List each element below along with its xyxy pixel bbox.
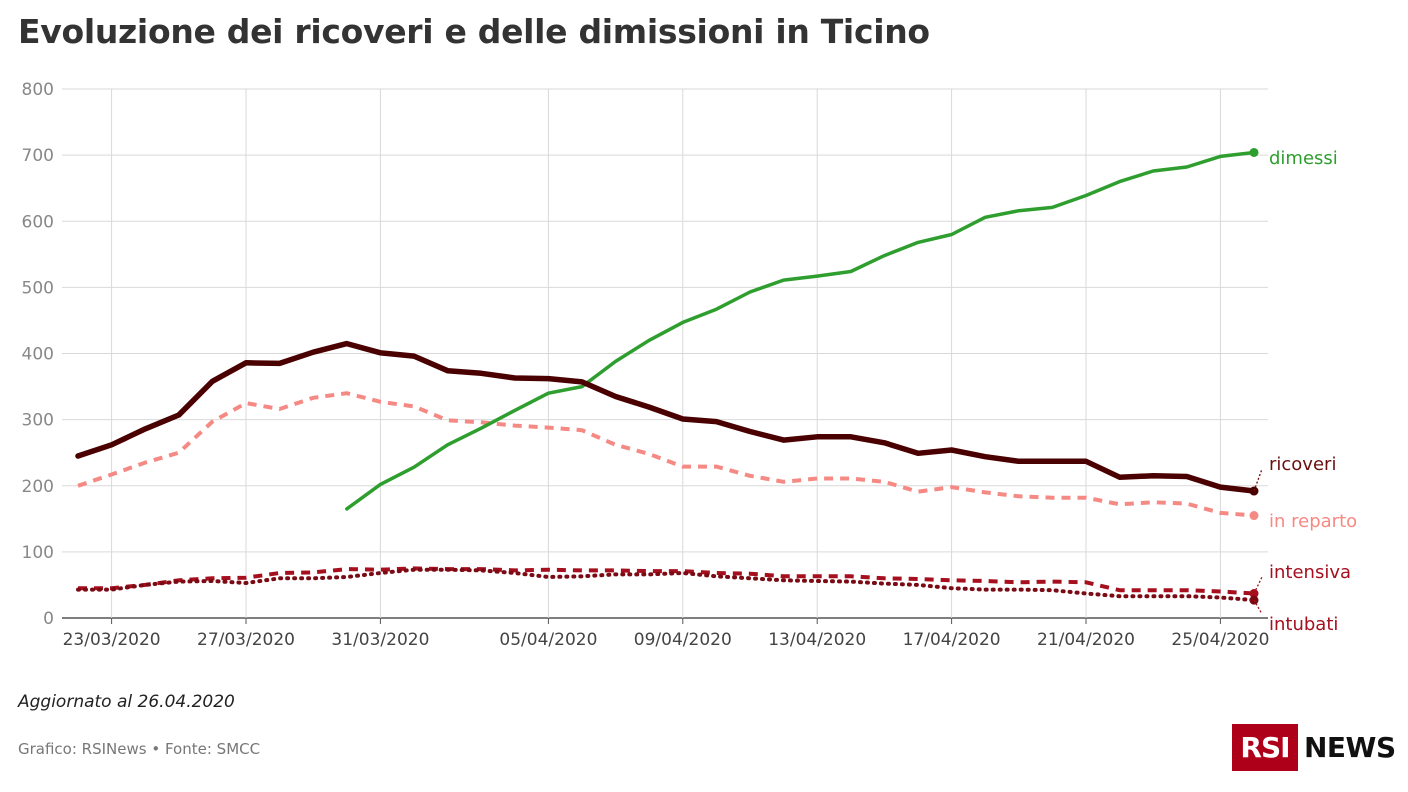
series-label-intensiva: intensiva [1269, 562, 1351, 583]
x-tick-label: 23/03/2020 [63, 630, 161, 650]
source-note: Grafico: RSINews • Fonte: SMCC [18, 740, 261, 758]
series-end-point [1249, 511, 1259, 521]
rsi-news-logo: RSI NEWS [1232, 724, 1396, 771]
y-tick-label: 300 [22, 411, 54, 431]
x-tick-label: 31/03/2020 [331, 630, 429, 650]
series-end-point [1249, 147, 1259, 157]
line-chart: 0 100 200 300 400 500 600 700 800 23/03/2020 27/0… [22, 80, 1358, 650]
series-label-intubati: intubati [1269, 614, 1338, 635]
y-tick-label: 500 [22, 278, 54, 298]
y-axis: 0 100 200 300 400 500 600 700 800 [22, 80, 54, 629]
x-tick-label: 21/04/2020 [1037, 630, 1135, 650]
x-tick-label: 13/04/2020 [768, 630, 866, 650]
series-line-dimessi [345, 150, 1256, 511]
y-tick-label: 600 [22, 212, 54, 232]
x-tick-label: 25/04/2020 [1171, 630, 1269, 650]
y-tick-label: 0 [43, 609, 54, 629]
y-tick-label: 800 [22, 80, 54, 100]
series-label-ricoveri: ricoveri [1269, 454, 1336, 475]
grid [62, 88, 1268, 619]
y-tick-label: 100 [22, 543, 54, 563]
news-logo-text: NEWS [1304, 731, 1396, 764]
y-tick-label: 700 [22, 146, 54, 166]
x-tick-label: 17/04/2020 [903, 630, 1001, 650]
label-leader-line [1253, 599, 1263, 615]
x-tick-label: 05/04/2020 [499, 630, 597, 650]
series-label-in-reparto: in reparto [1269, 511, 1357, 532]
series-label-dimessi: dimessi [1269, 148, 1338, 169]
chart-title: Evoluzione dei ricoveri e delle dimissio… [18, 12, 930, 51]
updated-note: Aggiornato al 26.04.2020 [18, 692, 235, 712]
x-tick-label: 09/04/2020 [634, 630, 732, 650]
y-tick-label: 200 [22, 477, 54, 497]
series-line-ricoveri [75, 340, 1257, 494]
series-lines [75, 147, 1259, 605]
label-leader-line [1253, 576, 1263, 594]
x-axis: 23/03/2020 27/03/2020 31/03/2020 05/04/2020… [63, 618, 1269, 650]
series-line-intensiva [78, 566, 1255, 596]
x-tick-label: 27/03/2020 [197, 630, 295, 650]
series-labels: dimessi ricoveri in reparto intensiva intuba… [1253, 148, 1357, 635]
y-tick-label: 400 [22, 345, 54, 365]
series-line-intubati [76, 567, 1256, 603]
rsi-logo-box: RSI [1232, 724, 1298, 771]
